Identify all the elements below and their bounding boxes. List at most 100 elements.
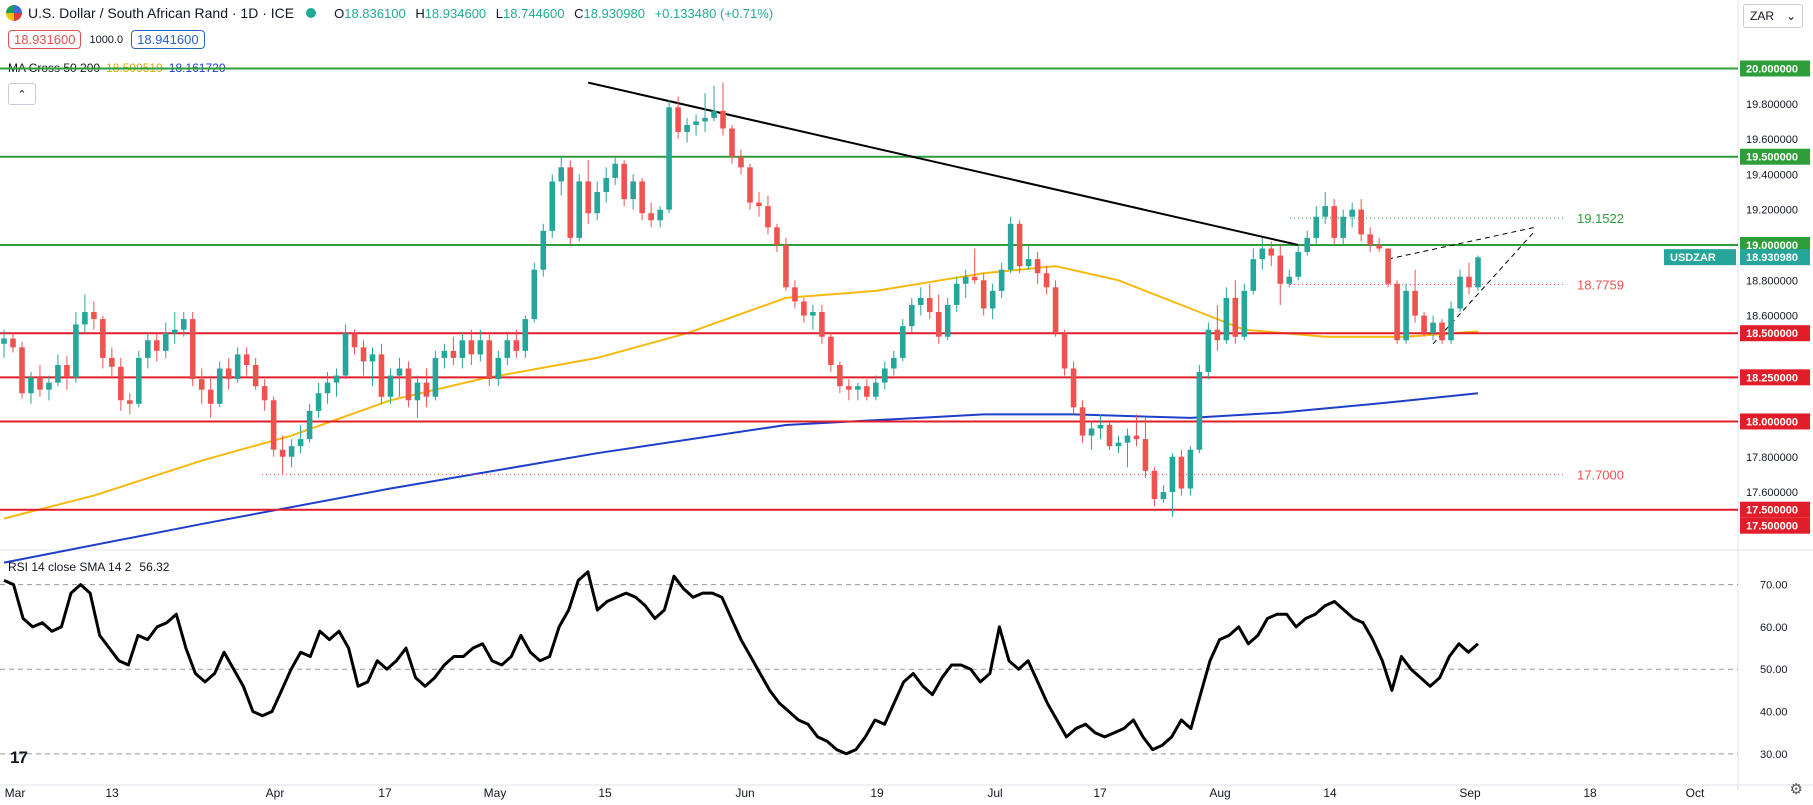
candle[interactable]: [1088, 428, 1095, 436]
candle[interactable]: [1025, 259, 1032, 267]
currency-select[interactable]: ZAR ⌄: [1743, 4, 1803, 28]
candle[interactable]: [720, 110, 726, 129]
candle[interactable]: [46, 382, 52, 390]
candle[interactable]: [342, 333, 349, 376]
candle[interactable]: [864, 386, 870, 397]
candle[interactable]: [1133, 435, 1140, 440]
candle[interactable]: [944, 304, 951, 337]
candle[interactable]: [198, 379, 205, 390]
candle[interactable]: [37, 377, 43, 390]
candle[interactable]: [702, 117, 708, 122]
candle[interactable]: [450, 350, 457, 358]
candle[interactable]: [154, 340, 160, 351]
candle[interactable]: [513, 340, 520, 351]
candle[interactable]: [801, 301, 807, 316]
candle[interactable]: [1349, 209, 1355, 217]
candle[interactable]: [1034, 259, 1041, 274]
candle[interactable]: [630, 181, 636, 200]
candle[interactable]: [1430, 322, 1436, 334]
candle[interactable]: [351, 333, 358, 348]
candle[interactable]: [1421, 315, 1427, 334]
candle[interactable]: [1475, 257, 1481, 288]
candle[interactable]: [1, 338, 7, 344]
candle[interactable]: [315, 393, 322, 411]
candle[interactable]: [1115, 442, 1122, 447]
collapse-legend-button[interactable]: ⌃: [8, 83, 36, 105]
candle[interactable]: [55, 364, 61, 383]
candle[interactable]: [270, 400, 277, 450]
candle[interactable]: [207, 389, 214, 404]
candle[interactable]: [522, 319, 529, 351]
candle[interactable]: [91, 312, 97, 320]
candle[interactable]: [621, 163, 627, 200]
candle[interactable]: [899, 326, 906, 358]
candle[interactable]: [127, 400, 133, 404]
candle[interactable]: [1151, 470, 1158, 500]
candle[interactable]: [1061, 333, 1068, 369]
candle[interactable]: [225, 368, 232, 380]
candle[interactable]: [1070, 368, 1077, 408]
candle[interactable]: [657, 209, 663, 221]
candle[interactable]: [1457, 276, 1463, 309]
candle[interactable]: [783, 244, 789, 288]
candle[interactable]: [432, 357, 439, 397]
candle[interactable]: [585, 181, 591, 214]
candle[interactable]: [738, 156, 744, 168]
candle[interactable]: [594, 192, 600, 214]
candle[interactable]: [1331, 206, 1337, 238]
candle[interactable]: [612, 163, 618, 178]
candle[interactable]: [468, 340, 475, 355]
candle[interactable]: [576, 181, 583, 238]
candle[interactable]: [118, 366, 124, 401]
candle[interactable]: [1196, 372, 1203, 450]
rsi-line[interactable]: [3, 570, 1479, 756]
candle[interactable]: [765, 206, 771, 228]
candle[interactable]: [1394, 283, 1400, 341]
candle[interactable]: [1124, 435, 1131, 443]
candle[interactable]: [926, 297, 933, 313]
candle[interactable]: [504, 340, 511, 358]
candle[interactable]: [693, 121, 699, 125]
tradingview-logo[interactable]: 17: [10, 748, 28, 767]
candle[interactable]: [1304, 237, 1311, 253]
candle[interactable]: [540, 230, 547, 270]
candle[interactable]: [306, 410, 313, 440]
candle[interactable]: [136, 357, 142, 404]
buy-price-button[interactable]: 18.941600: [131, 30, 205, 49]
candle[interactable]: [378, 354, 385, 397]
candle[interactable]: [324, 382, 331, 394]
candle[interactable]: [1097, 424, 1104, 429]
candle[interactable]: [1160, 492, 1167, 500]
candle[interactable]: [180, 319, 187, 330]
candle[interactable]: [441, 350, 448, 358]
candle[interactable]: [28, 377, 34, 394]
candle[interactable]: [1340, 216, 1346, 238]
candle[interactable]: [387, 375, 394, 397]
candle[interactable]: [109, 357, 115, 367]
candle[interactable]: [1367, 234, 1373, 245]
candle[interactable]: [261, 386, 268, 401]
candle[interactable]: [495, 357, 502, 380]
candle[interactable]: [234, 354, 241, 380]
candle[interactable]: [1178, 456, 1185, 489]
instrument-title[interactable]: U.S. Dollar / South African Rand · 1D · …: [28, 5, 295, 21]
candle[interactable]: [1268, 248, 1275, 256]
candle[interactable]: [1322, 206, 1328, 217]
descending-trendline[interactable]: [587, 81, 1299, 246]
candle[interactable]: [1466, 276, 1472, 288]
candle[interactable]: [962, 276, 969, 284]
candle[interactable]: [405, 368, 412, 401]
candle[interactable]: [810, 312, 816, 316]
candle[interactable]: [1007, 223, 1014, 270]
gear-icon[interactable]: ⚙: [1789, 781, 1803, 798]
candle[interactable]: [1052, 287, 1059, 334]
candle[interactable]: [891, 357, 897, 369]
wedge-lower-line[interactable]: [1432, 230, 1536, 345]
candle[interactable]: [792, 287, 798, 302]
candle[interactable]: [288, 446, 295, 457]
candle[interactable]: [1250, 259, 1257, 291]
candle[interactable]: [1412, 290, 1418, 316]
candle[interactable]: [64, 364, 70, 378]
candle[interactable]: [369, 354, 376, 362]
